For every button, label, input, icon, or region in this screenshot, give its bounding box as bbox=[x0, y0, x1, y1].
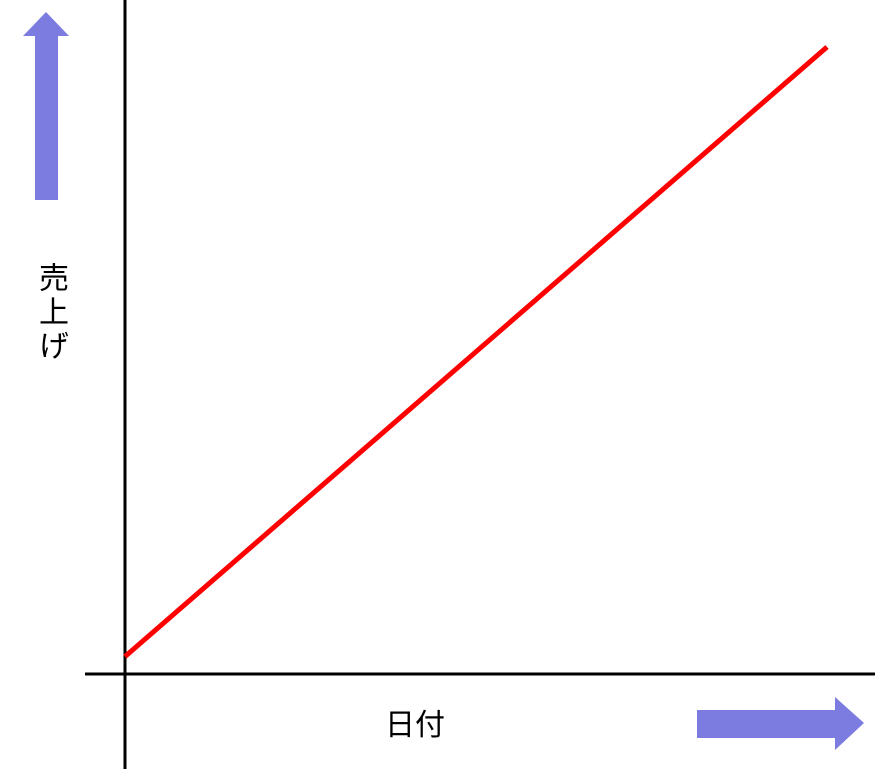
right-arrow-icon bbox=[697, 697, 864, 750]
y-axis-label: 売上げ bbox=[33, 262, 68, 364]
x-axis-label: 日付 bbox=[385, 708, 445, 743]
up-arrow-icon bbox=[23, 12, 69, 200]
sales-line bbox=[123, 45, 829, 659]
